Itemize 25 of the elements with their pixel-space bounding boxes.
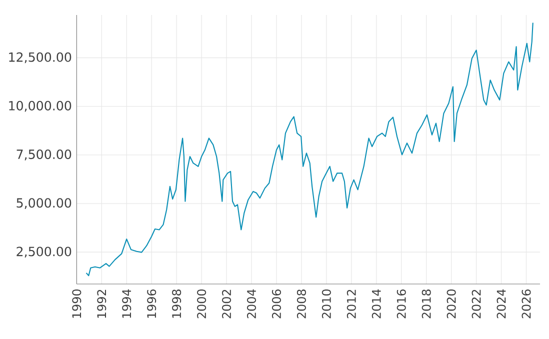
x-tick-label: 1998	[172, 290, 182, 318]
y-tick-label: 7,500.00	[16, 150, 72, 160]
y-tick-label: 5,000.00	[16, 198, 72, 209]
x-tick-label: 2000	[197, 289, 206, 318]
x-tick-label: 2006	[272, 289, 282, 318]
y-tick-label: 12,500.00	[9, 52, 72, 64]
y-tick-label: 10,000.00	[9, 100, 72, 112]
x-tick-label: 2022	[472, 290, 481, 318]
line-series	[86, 22, 534, 276]
x-tick-label: 2010	[322, 289, 331, 318]
x-tick-label: 1996	[147, 289, 156, 318]
x-tick-label: 2012	[346, 290, 356, 318]
x-tick-label: 2026	[522, 289, 531, 318]
x-tick-label: 2024	[496, 289, 506, 318]
x-tick-label: 2018	[422, 290, 431, 318]
x-tick-label: 1990	[72, 289, 82, 318]
x-tick-label: 2016	[396, 289, 406, 318]
x-tick-label: 2004	[246, 289, 256, 318]
x-tick-label: 2020	[446, 289, 456, 318]
y-tick-label: 2,500.00	[16, 246, 72, 258]
x-tick-label: 2008	[296, 290, 306, 318]
x-tick-label: 1994	[122, 289, 132, 318]
x-tick-label: 2002	[222, 290, 232, 318]
x-tick-label: 1992	[97, 290, 106, 318]
x-tick-label: 2014	[372, 289, 381, 318]
